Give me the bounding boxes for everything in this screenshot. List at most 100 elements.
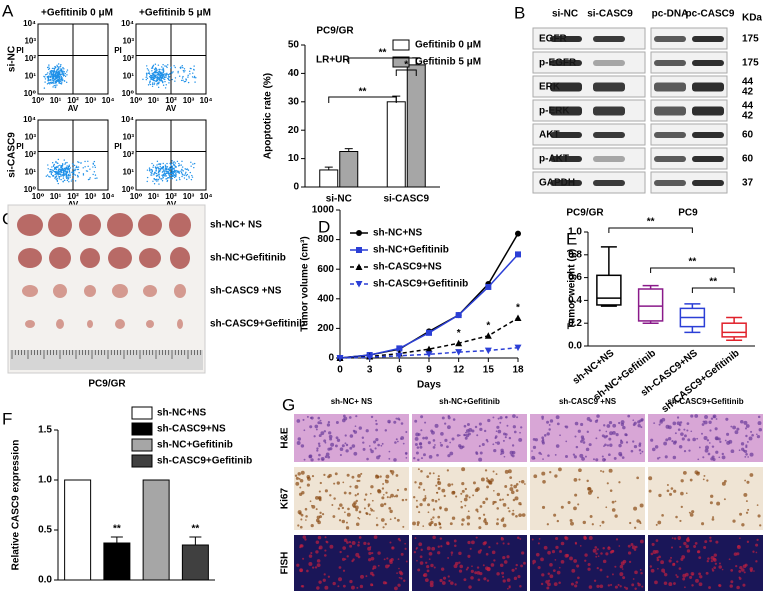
cell-dot	[174, 162, 177, 164]
texture-dot	[418, 511, 421, 514]
x-tick-label: 10¹	[50, 96, 62, 105]
cell-dot	[166, 162, 168, 165]
cell-dot	[174, 77, 177, 79]
texture-dot	[300, 444, 305, 448]
cell-dot	[153, 74, 155, 77]
texture-dot	[740, 442, 745, 446]
texture-dot	[358, 510, 362, 514]
texture-dot	[496, 542, 499, 545]
cell-dot	[57, 166, 59, 169]
cell-dot	[169, 163, 172, 165]
texture-dot	[619, 572, 624, 577]
texture-dot	[582, 441, 586, 444]
x-axis-label: Days	[417, 380, 441, 391]
texture-dot	[738, 577, 742, 580]
texture-dot	[501, 498, 504, 501]
cell-dot	[154, 172, 157, 174]
texture-dot	[314, 424, 319, 429]
texture-dot	[641, 450, 644, 453]
texture-dot	[297, 437, 302, 441]
texture-dot	[492, 443, 495, 446]
cell-dot	[153, 183, 156, 185]
texture-dot	[324, 549, 327, 552]
cell-dot	[173, 173, 175, 176]
texture-dot	[755, 543, 759, 547]
texture-dot	[461, 482, 465, 486]
texture-dot	[370, 485, 374, 489]
texture-dot	[323, 573, 326, 576]
cell-dot	[178, 172, 180, 174]
texture-dot	[596, 548, 599, 551]
bar	[103, 542, 131, 581]
cell-dot	[155, 76, 157, 78]
texture-dot	[685, 492, 688, 495]
texture-dot	[512, 414, 516, 418]
texture-dot	[370, 556, 375, 561]
cell-dot	[159, 71, 162, 73]
cell-dot	[62, 172, 65, 174]
texture-dot	[691, 584, 694, 587]
legend-swatch	[392, 56, 410, 68]
texture-dot	[447, 425, 451, 430]
y-tick-label: 10⁰	[122, 89, 135, 98]
texture-dot	[570, 521, 574, 526]
texture-dot	[706, 559, 709, 563]
cell-dot	[56, 177, 58, 180]
texture-dot	[717, 437, 721, 441]
y-tick-label: 10¹	[24, 72, 36, 81]
cell-dot	[155, 180, 158, 182]
texture-dot	[617, 583, 620, 586]
y-tick-label: 10⁴	[23, 115, 36, 124]
cell-dot	[69, 167, 72, 169]
y-tick-label: 10¹	[122, 72, 134, 81]
texture-dot	[355, 522, 360, 526]
texture-dot	[454, 544, 457, 547]
texture-dot	[454, 583, 457, 586]
texture-dot	[639, 539, 644, 544]
texture-dot	[495, 430, 498, 433]
texture-dot	[518, 437, 523, 442]
texture-dot	[414, 442, 418, 446]
cell-dot	[55, 160, 57, 163]
cell-dot	[55, 72, 57, 74]
cell-dot	[61, 167, 64, 170]
cell-dot	[175, 170, 177, 173]
cell-dot	[65, 172, 68, 174]
texture-dot	[356, 479, 359, 483]
texture-dot	[751, 433, 754, 437]
cell-dot	[180, 170, 182, 172]
texture-dot	[323, 430, 327, 433]
cell-dot	[154, 75, 157, 77]
cell-dot	[89, 177, 91, 179]
band	[654, 36, 686, 42]
texture-dot	[686, 422, 690, 425]
texture-dot	[420, 415, 424, 419]
texture-dot	[560, 505, 564, 509]
texture-dot	[415, 432, 420, 437]
x-tick-label: 6	[397, 365, 403, 376]
texture-dot	[706, 439, 710, 442]
texture-dot	[335, 436, 339, 440]
texture-dot	[360, 574, 364, 579]
cell-dot	[92, 173, 94, 176]
texture-dot	[311, 474, 315, 478]
texture-dot	[302, 418, 305, 421]
texture-dot	[432, 516, 435, 519]
cell-dot	[152, 166, 154, 168]
texture-dot	[334, 472, 338, 476]
box	[596, 274, 622, 306]
cell-dot	[56, 65, 59, 68]
cell-dot	[59, 168, 62, 170]
cell-dot	[151, 85, 154, 87]
panel-letter: E	[566, 229, 577, 248]
panel-letter: F	[2, 409, 12, 428]
texture-dot	[433, 523, 438, 527]
texture-dot	[582, 520, 587, 525]
significance-bracket	[328, 96, 397, 103]
texture-dot	[318, 580, 322, 584]
micrograph	[412, 414, 527, 462]
texture-dot	[744, 563, 748, 567]
texture-dot	[317, 416, 321, 420]
texture-dot	[541, 471, 546, 476]
texture-dot	[374, 447, 377, 450]
